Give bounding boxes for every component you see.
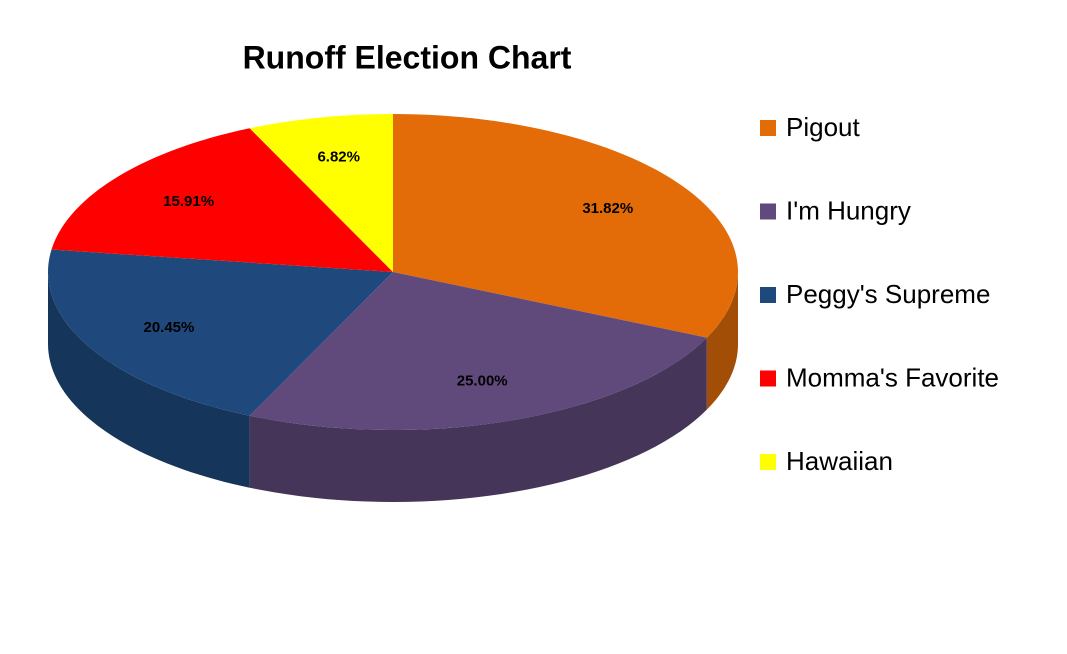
data-label: 20.45% — [143, 319, 194, 336]
slice — [48, 249, 394, 416]
slice — [249, 272, 707, 430]
legend-label: Peggy's Supreme — [786, 279, 990, 309]
slice — [393, 114, 738, 338]
legend-label: Pigout — [786, 112, 860, 142]
legend-label: Momma's Favorite — [786, 362, 999, 392]
slice-side — [48, 272, 250, 488]
legend-label: Hawaiian — [786, 446, 893, 476]
data-label: 6.82% — [317, 149, 360, 166]
data-label: 31.82% — [582, 200, 633, 217]
legend-swatch — [760, 203, 776, 220]
legend-label: I'm Hungry — [786, 195, 911, 225]
slice — [51, 128, 393, 272]
data-label: 15.91% — [163, 193, 214, 210]
slice — [249, 114, 393, 272]
slice-side — [706, 272, 738, 410]
legend-swatch — [760, 454, 776, 470]
slice-side — [249, 337, 707, 502]
legend-swatch — [760, 370, 776, 387]
data-label: 25.00% — [457, 373, 508, 390]
chart-title: Runoff Election Chart — [243, 39, 572, 75]
legend-swatch — [760, 287, 776, 303]
legend-swatch — [760, 120, 776, 136]
